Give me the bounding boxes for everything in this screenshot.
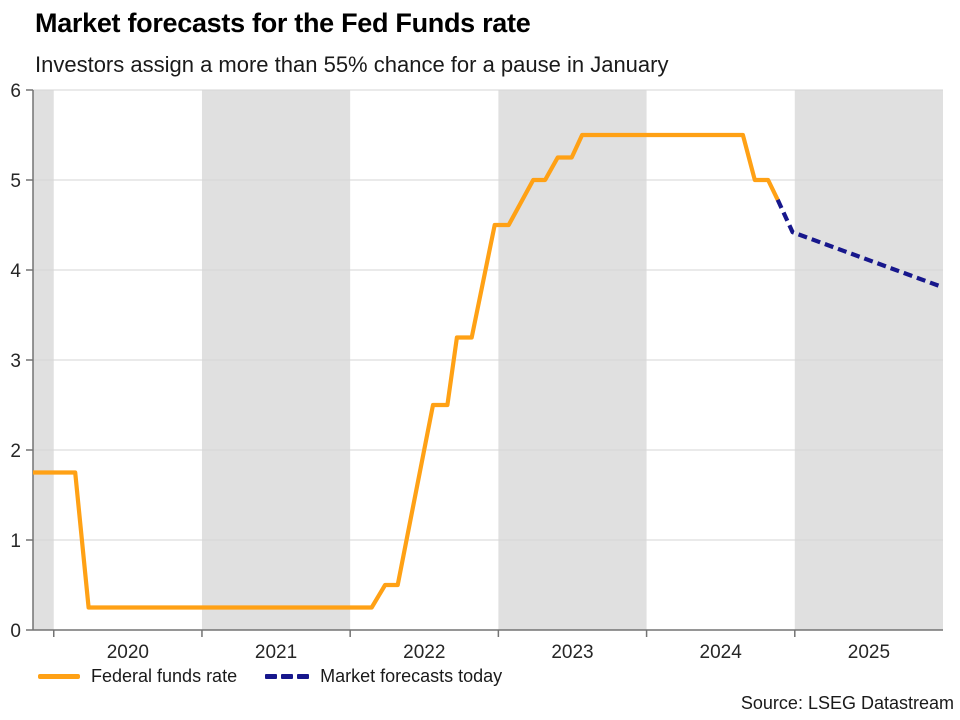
source-attribution: Source: LSEG Datastream xyxy=(740,693,954,713)
legend-label: Federal funds rate xyxy=(91,666,238,686)
legend-item-market-forecasts: Market forecasts today xyxy=(265,666,502,687)
y-tick-label: 1 xyxy=(10,531,21,552)
x-year-label: 2024 xyxy=(700,642,743,663)
y-tick-label: 3 xyxy=(10,351,21,372)
y-tick-label: 6 xyxy=(10,81,21,102)
x-year-label: 2020 xyxy=(107,642,149,663)
solid-line-swatch-icon xyxy=(38,674,80,679)
y-tick-label: 2 xyxy=(10,441,21,462)
y-tick-label: 4 xyxy=(10,261,21,282)
x-year-label: 2023 xyxy=(551,642,593,663)
y-tick-label: 0 xyxy=(10,621,21,642)
chart-legend: Federal funds rate Market forecasts toda… xyxy=(38,666,502,687)
x-year-label: 2021 xyxy=(255,642,297,663)
chart-subtitle: Investors assign a more than 55% chance … xyxy=(35,52,669,77)
x-year-label: 2022 xyxy=(403,642,445,663)
chart-title: Market forecasts for the Fed Funds rate xyxy=(35,8,531,38)
x-year-label: 2025 xyxy=(848,642,890,663)
legend-item-federal-funds-rate: Federal funds rate xyxy=(38,666,237,687)
y-tick-label: 5 xyxy=(10,171,21,192)
series-market-forecasts-today xyxy=(775,198,941,289)
legend-label: Market forecasts today xyxy=(320,666,503,686)
series-federal-funds-rate xyxy=(33,132,780,610)
dashed-line-swatch-icon xyxy=(265,674,310,679)
